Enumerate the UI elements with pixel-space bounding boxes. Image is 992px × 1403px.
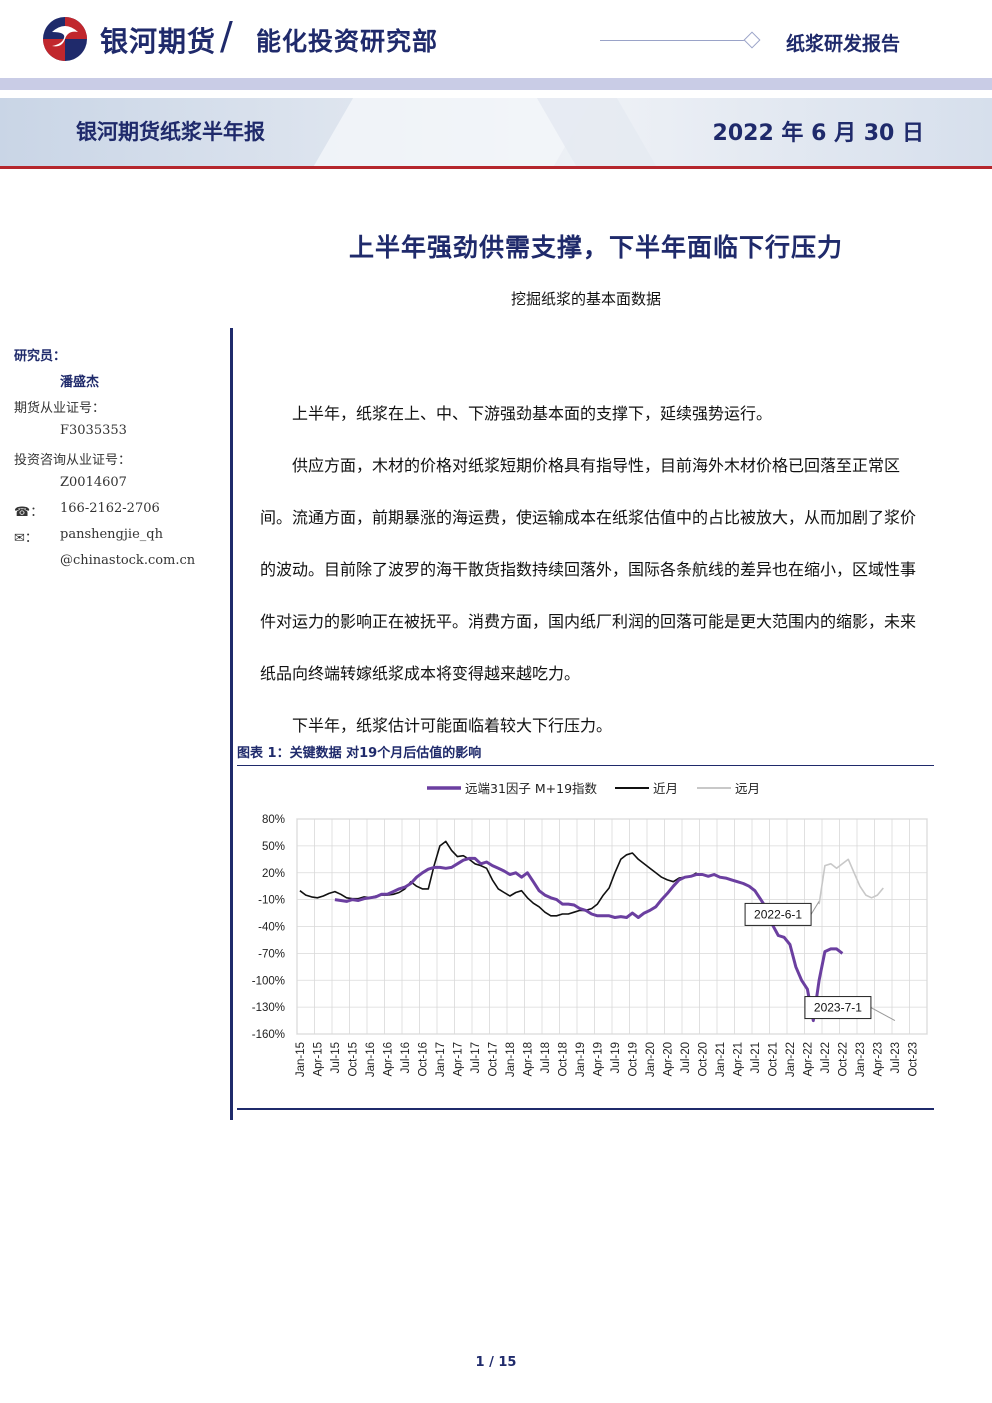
brand-divider: /	[220, 14, 233, 58]
x-tick-label: Jul-22	[820, 1042, 832, 1073]
y-tick-label: 20%	[262, 868, 285, 880]
chart-bottom-rule	[237, 1108, 934, 1110]
y-tick-label: -70%	[258, 948, 285, 960]
x-tick-label: Jul-21	[750, 1042, 762, 1073]
x-tick-label: Apr-18	[522, 1042, 534, 1077]
researcher-label: 研究员：	[14, 349, 67, 364]
x-tick-label: Oct-18	[557, 1042, 569, 1077]
x-tick-label: Jul-15	[330, 1042, 342, 1073]
series-line	[818, 858, 884, 905]
researcher-name: 潘盛杰	[60, 375, 100, 390]
futures-cert-number: F3035353	[60, 423, 127, 438]
invest-cert-label: 投资咨询从业证号：	[14, 453, 132, 468]
y-tick-label: -160%	[252, 1029, 285, 1041]
x-tick-label: Oct-20	[697, 1042, 709, 1077]
diamond-icon	[743, 31, 761, 49]
x-tick-label: Oct-15	[347, 1042, 359, 1077]
series-line	[334, 856, 844, 1023]
report-subtitle: 挖掘纸浆的基本面数据	[510, 290, 661, 308]
legend-label: 近月	[653, 781, 678, 796]
banner-underline	[0, 166, 992, 169]
legend-label: 远月	[735, 781, 760, 796]
header-band	[0, 78, 992, 90]
x-tick-label: Jan-16	[365, 1042, 377, 1077]
annotation-box	[744, 902, 812, 926]
annotation-leader	[810, 901, 820, 915]
x-tick-label: Jan-18	[505, 1042, 517, 1077]
email-icon: ✉：	[14, 531, 38, 546]
phone-icon: ☎：	[14, 505, 44, 520]
x-tick-label: Jul-16	[400, 1042, 412, 1073]
annotation-leader	[870, 1007, 896, 1022]
sidebar-divider	[230, 328, 233, 1120]
report-banner: 银河期货纸浆半年报 2022 年 6 月 30 日	[0, 98, 992, 166]
x-tick-label: Apr-21	[732, 1042, 744, 1077]
y-tick-label: -100%	[252, 975, 285, 987]
x-tick-label: Apr-19	[592, 1042, 604, 1077]
y-tick-label: 50%	[262, 841, 285, 853]
annotation-label: 2022-6-1	[754, 907, 802, 921]
x-tick-label: Jan-22	[785, 1042, 797, 1077]
department-name: 能化投资研究部	[256, 27, 439, 56]
chart-svg: 80% 50% 20% -10% -40% -70% -100% -130% -160% Jan-…	[252, 781, 928, 1077]
x-tick-label: Oct-23	[907, 1042, 919, 1077]
invest-cert-number: Z0014607	[60, 475, 127, 490]
paragraph: 上半年，纸浆在上、中、下游强劲基本面的支撑下，延续强势运行。	[292, 404, 773, 423]
annotation-label: 2023-7-1	[814, 1001, 862, 1015]
paragraph: 供应方面，木材的价格对纸浆短期价格具有指导性，目前海外木材价格已回落至正常区间。…	[260, 456, 917, 683]
x-tick-label: Jan-21	[715, 1042, 727, 1077]
annotation-box	[804, 996, 872, 1020]
x-tick-label: Jan-19	[575, 1042, 587, 1077]
chart-caption: 图表 1：关键数据 对19个月后估值的影响	[237, 746, 482, 761]
x-tick-label: Apr-22	[802, 1042, 814, 1077]
paragraph: 下半年，纸浆估计可能面临着较大下行压力。	[292, 716, 613, 735]
x-tick-label: Apr-17	[452, 1042, 464, 1077]
x-tick-label: Jan-23	[855, 1042, 867, 1077]
email-domain[interactable]: @chinastock.com.cn	[60, 553, 196, 568]
x-tick-label: Jul-19	[610, 1042, 622, 1073]
report-title: 上半年强劲供需支撑，下半年面临下行压力	[348, 233, 843, 262]
email-user[interactable]: panshengjie_qh	[60, 527, 163, 542]
x-tick-label: Oct-17	[487, 1042, 499, 1077]
x-tick-label: Oct-21	[767, 1042, 779, 1077]
banner-title: 银河期货纸浆半年报	[76, 120, 265, 144]
x-tick-label: Apr-15	[312, 1042, 324, 1077]
chart-top-rule	[237, 765, 934, 766]
header-divider-line	[600, 40, 745, 41]
x-tick-label: Apr-23	[872, 1042, 884, 1077]
x-tick-label: Jul-20	[680, 1042, 692, 1073]
top-header: 银河期货 / 能化投资研究部 纸浆研发报告	[0, 0, 992, 78]
x-tick-label: Jul-18	[540, 1042, 552, 1073]
legend-label: 远端31因子 M+19指数	[465, 781, 598, 796]
x-tick-label: Jul-17	[470, 1042, 482, 1073]
report-date: 2022 年 6 月 30 日	[712, 121, 924, 146]
x-tick-label: Apr-16	[382, 1042, 394, 1077]
x-tick-label: Jan-20	[645, 1042, 657, 1077]
y-tick-label: -40%	[258, 922, 285, 934]
futures-cert-label: 期货从业证号：	[14, 401, 106, 416]
y-tick-label: -10%	[258, 895, 285, 907]
x-tick-label: Jul-23	[890, 1042, 902, 1073]
company-logo-icon	[43, 17, 87, 61]
page-number: 1 / 15	[475, 1355, 517, 1370]
x-tick-label: Jan-15	[295, 1042, 307, 1077]
x-tick-label: Oct-22	[837, 1042, 849, 1077]
report-type: 纸浆研发报告	[786, 33, 901, 55]
x-tick-label: Oct-19	[627, 1042, 639, 1077]
x-tick-label: Jan-17	[435, 1042, 447, 1077]
brand-name: 银河期货	[100, 25, 217, 58]
phone-number[interactable]: 166-2162-2706	[60, 501, 160, 516]
x-tick-label: Oct-16	[417, 1042, 429, 1077]
y-tick-label: 80%	[262, 814, 285, 826]
y-tick-label: -130%	[252, 1002, 285, 1014]
x-tick-label: Apr-20	[662, 1042, 674, 1077]
